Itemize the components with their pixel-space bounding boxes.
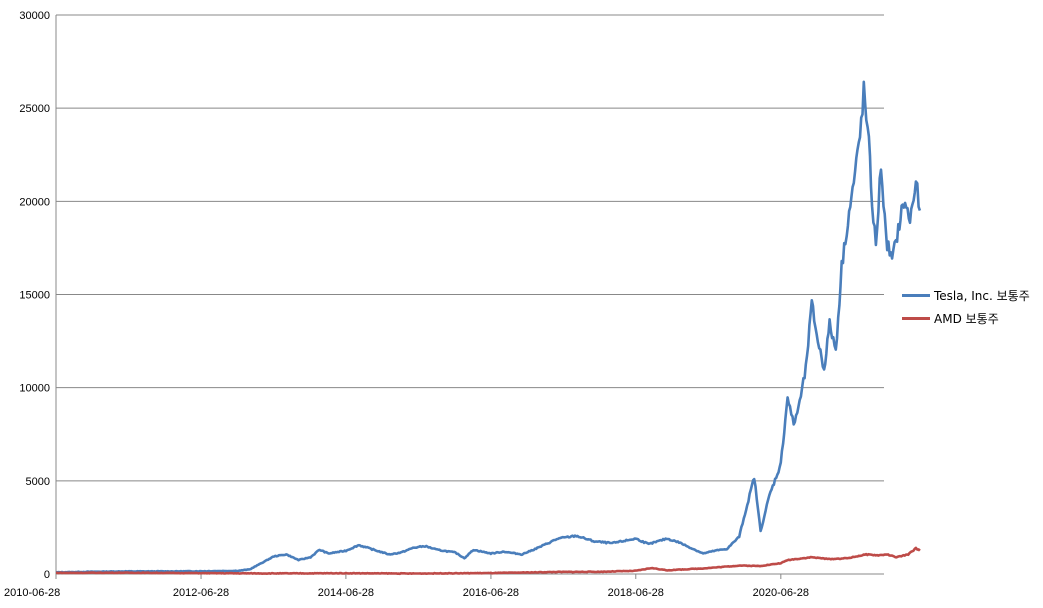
y-tick-label: 30000 [19,10,50,22]
x-tick-label: 2020-06-28 [753,587,809,599]
legend-item-amd: AMD 보통주 [902,307,1030,330]
legend-label-tesla: Tesla, Inc. 보통주 [934,289,1030,303]
legend: Tesla, Inc. 보통주 AMD 보통주 [902,284,1030,330]
series-line-0 [55,80,922,574]
y-tick-label: 25000 [19,103,50,115]
x-tick-label: 2014-06-28 [318,587,374,599]
series-lines [55,80,922,576]
y-tick-label: 5000 [26,476,50,488]
legend-swatch-tesla [902,294,930,297]
legend-item-tesla: Tesla, Inc. 보통주 [902,284,1030,307]
y-tick-label: 15000 [19,290,50,302]
legend-label-amd: AMD 보통주 [934,312,999,326]
x-tick-label: 2016-06-28 [463,587,519,599]
gridlines [56,14,884,482]
x-tick-label: 2010-06-28 [4,587,60,599]
series-line-1 [55,546,921,576]
y-tick-label: 0 [44,569,50,581]
x-tick-label: 2018-06-28 [608,587,664,599]
y-tick-label: 10000 [19,383,50,395]
x-tick-label: 2012-06-28 [173,587,229,599]
x-tick-labels: 2010-06-28 2012-06-28 2014-06-28 2016-06-28… [4,587,809,599]
y-tick-labels: 0 5000 10000 15000 20000 25000 30000 [19,10,50,581]
y-tick-label: 20000 [19,196,50,208]
axes [55,15,884,579]
legend-swatch-amd [902,317,930,320]
